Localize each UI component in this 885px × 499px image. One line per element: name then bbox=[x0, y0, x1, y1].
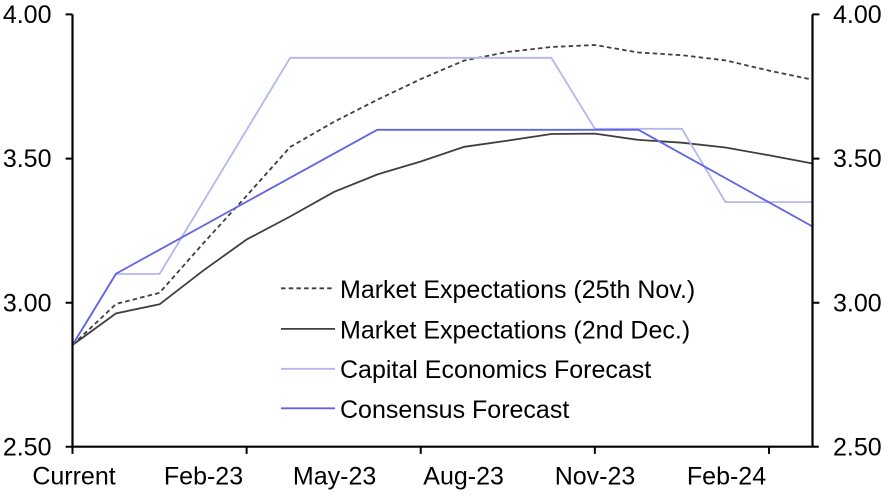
svg-text:Nov-23: Nov-23 bbox=[555, 463, 636, 491]
svg-text:May-23: May-23 bbox=[293, 463, 376, 491]
svg-text:Aug-23: Aug-23 bbox=[423, 463, 504, 491]
svg-text:Market Expectations (25th Nov.: Market Expectations (25th Nov.) bbox=[340, 276, 695, 304]
svg-text:4.00: 4.00 bbox=[3, 1, 52, 29]
svg-text:3.50: 3.50 bbox=[833, 145, 882, 173]
svg-text:Capital Economics Forecast: Capital Economics Forecast bbox=[340, 356, 651, 384]
svg-text:3.00: 3.00 bbox=[833, 289, 882, 317]
svg-text:Current: Current bbox=[32, 463, 115, 491]
svg-text:Market Expectations (2nd Dec.): Market Expectations (2nd Dec.) bbox=[340, 316, 690, 344]
svg-text:Feb-24: Feb-24 bbox=[687, 463, 766, 491]
svg-text:Feb-23: Feb-23 bbox=[164, 463, 243, 491]
svg-text:3.50: 3.50 bbox=[3, 145, 52, 173]
svg-text:2.50: 2.50 bbox=[3, 433, 52, 461]
svg-text:4.00: 4.00 bbox=[833, 1, 882, 29]
svg-text:3.00: 3.00 bbox=[3, 289, 52, 317]
svg-text:Consensus Forecast: Consensus Forecast bbox=[340, 396, 569, 424]
svg-text:2.50: 2.50 bbox=[833, 433, 882, 461]
